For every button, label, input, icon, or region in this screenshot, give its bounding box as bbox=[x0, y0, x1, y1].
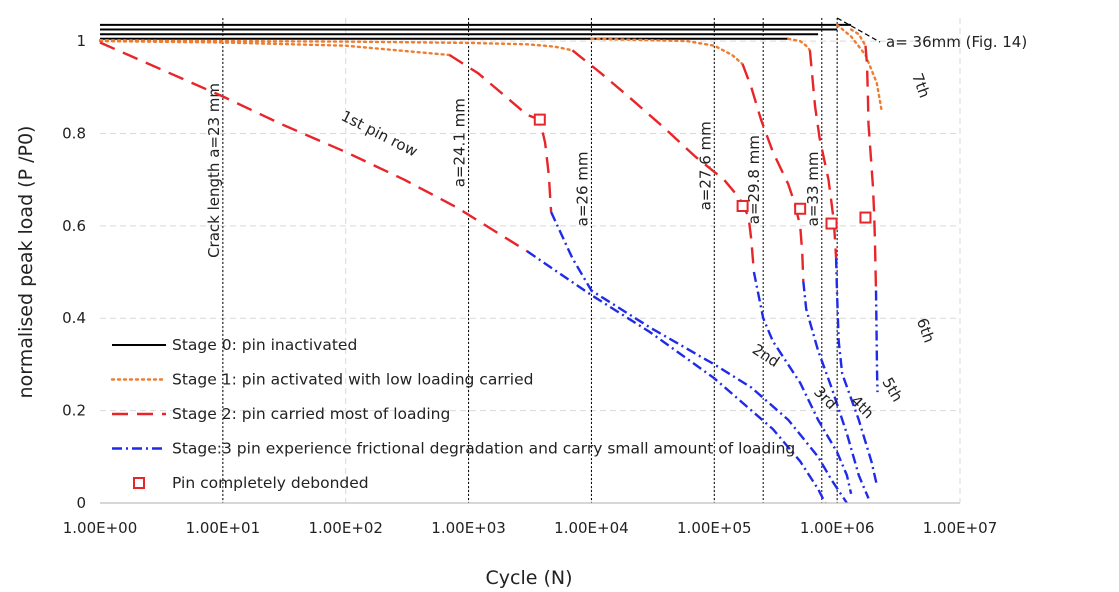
series-line-stage3 bbox=[802, 281, 870, 499]
series-line-stage3 bbox=[550, 211, 848, 504]
y-tick-label: 0.8 bbox=[62, 124, 86, 142]
series-line-stage1 bbox=[849, 28, 867, 47]
crack-length-lines: Crack length a=23 mm a=24.1 mma=26 mm a=27… bbox=[205, 18, 838, 503]
legend-label: Stage 1: pin activated with low loading … bbox=[172, 371, 533, 389]
series-line-stage2 bbox=[808, 50, 838, 259]
x-tick-label: 1.00E+06 bbox=[800, 519, 875, 537]
series-line-stage2 bbox=[99, 41, 528, 253]
legend-label: Pin completely debonded bbox=[172, 474, 369, 492]
x-tick-label: 1.00E+02 bbox=[308, 519, 383, 537]
pin-row-label: 6th bbox=[913, 316, 938, 346]
series-line-stage2 bbox=[864, 45, 878, 291]
series-line-stage3 bbox=[874, 290, 879, 393]
legend-marker bbox=[133, 477, 145, 489]
series-line-stage3 bbox=[834, 258, 878, 485]
pin-row-label: 3rd bbox=[810, 383, 840, 413]
y-tick-labels: 0 0.2 0.4 0.6 0.8 1 bbox=[62, 32, 86, 512]
series-line-stage1 bbox=[835, 23, 883, 112]
series-line-stage1 bbox=[590, 37, 744, 66]
y-tick-label: 0.6 bbox=[62, 217, 86, 235]
legend-label: Stage 0: pin inactivated bbox=[172, 336, 357, 354]
series-line-stage2 bbox=[741, 63, 805, 282]
crack-length-label: a=33 mm bbox=[804, 151, 822, 226]
pin-row-label: 7th bbox=[908, 71, 933, 101]
crack-length-label: a=24.1 mm bbox=[451, 98, 469, 187]
crack-length-label: a=26 mm bbox=[573, 151, 591, 226]
series-line-stage2 bbox=[448, 53, 553, 213]
x-tick-label: 1.00E+07 bbox=[923, 519, 998, 537]
crack-length-label: Crack length a=23 mm bbox=[205, 83, 223, 258]
debond-marker bbox=[533, 113, 546, 126]
x-tick-label: 1.00E+03 bbox=[431, 519, 506, 537]
series-line-stage1 bbox=[98, 39, 451, 57]
series-line-stage2 bbox=[571, 49, 756, 273]
crack-length-label: a=29.8 mm bbox=[745, 135, 763, 224]
series-line-stage1 bbox=[787, 37, 812, 52]
x-tick-label: 1.00E+04 bbox=[554, 519, 629, 537]
legend-label: Stage:3 pin experience frictional degrad… bbox=[172, 440, 795, 458]
debond-marker bbox=[736, 199, 749, 212]
debond-marker bbox=[825, 217, 838, 230]
debond-marker bbox=[794, 202, 807, 215]
debond-marker bbox=[859, 211, 872, 224]
annotation-leader-line bbox=[836, 17, 881, 43]
x-tick-label: 1.00E+01 bbox=[186, 519, 261, 537]
legend-label: Stage 2: pin carried most of loading bbox=[172, 405, 450, 423]
x-axis-title: Cycle (N) bbox=[485, 567, 572, 589]
y-tick-label: 0.2 bbox=[62, 402, 86, 420]
annotation-label: a= 36mm (Fig. 14) bbox=[886, 33, 1027, 51]
x-tick-label: 1.00E+05 bbox=[677, 519, 752, 537]
y-axis-title: normalised peak load (P /P0) bbox=[15, 126, 37, 399]
series-line-stage3 bbox=[526, 250, 827, 504]
gridlines bbox=[100, 18, 961, 504]
legend: Stage 0: pin inactivated Stage 1: pin act… bbox=[110, 336, 795, 492]
y-tick-label: 0.4 bbox=[62, 309, 86, 327]
pin-row-label: 5th bbox=[878, 374, 906, 405]
y-tick-label: 0 bbox=[76, 494, 86, 512]
y-tick-label: 1 bbox=[76, 32, 86, 50]
series-line-stage1 bbox=[98, 39, 574, 52]
x-tick-labels: 1.00E+00 1.00E+01 1.00E+02 1.00E+03 1.00E+04… bbox=[63, 519, 998, 537]
series-line-stage3 bbox=[752, 271, 853, 495]
x-tick-label: 1.00E+00 bbox=[63, 519, 138, 537]
pin-row-label: 4th bbox=[847, 392, 877, 422]
pin-row-label: 2nd bbox=[749, 340, 783, 371]
series-group bbox=[98, 23, 883, 504]
